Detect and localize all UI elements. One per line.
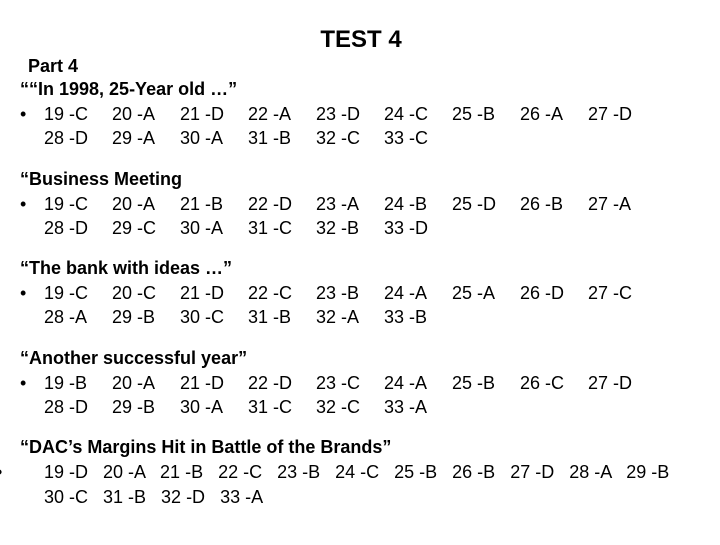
cell: 24 -A	[384, 371, 452, 395]
answer-grid: •19 -B20 -A21 -D22 -D23 -C24 -A25 -B26 -…	[20, 371, 702, 420]
bullet-icon: •	[20, 371, 44, 395]
cell: 21 -B	[180, 192, 248, 216]
cell: 27 -D	[588, 102, 656, 126]
cell: 33 -D	[384, 216, 452, 240]
cell: 20 -C	[112, 281, 180, 305]
cell: 31 -B	[248, 305, 316, 329]
section-header: “The bank with ideas …”	[20, 258, 702, 279]
cell: 19 -B	[44, 371, 112, 395]
cell: 33 -B	[384, 305, 452, 329]
cell: 26 -D	[520, 281, 588, 305]
cell: 29 -A	[112, 126, 180, 150]
cell: 28 -A	[44, 305, 112, 329]
cell: 33 -A	[384, 395, 452, 419]
cell: 30 -C	[180, 305, 248, 329]
section-1: “Business Meeting•19 -C20 -A21 -B22 -D23…	[20, 169, 702, 241]
cell: 31 -C	[248, 216, 316, 240]
cell: 21 -D	[180, 281, 248, 305]
bullet-icon: •	[20, 460, 44, 484]
cell: 27 -D	[588, 371, 656, 395]
cell: 20 -A	[112, 192, 180, 216]
cell: 22 -D	[248, 192, 316, 216]
page: TEST 4 Part 4 ““In 1998, 25-Year old …”•…	[0, 0, 720, 545]
part-label: Part 4	[28, 56, 702, 77]
cell: 32 -C	[316, 126, 384, 150]
section-3: “Another successful year”•19 -B20 -A21 -…	[20, 348, 702, 420]
cell: 26 -A	[520, 102, 588, 126]
document-title: TEST 4	[20, 26, 702, 54]
cell: 21 -D	[180, 102, 248, 126]
row-0: 19 -C20 -C21 -D22 -C23 -B24 -A25 -A26 -D…	[44, 281, 656, 305]
cell: 25 -B	[452, 371, 520, 395]
cell: 29 -C	[112, 216, 180, 240]
cell: 25 -B	[452, 102, 520, 126]
cell: 23 -B	[316, 281, 384, 305]
row-1: 28 -D29 -C30 -A31 -C32 -B33 -D	[44, 216, 656, 240]
answer-flow: •19 -D 20 -A 21 -B 22 -C 23 -B 24 -C 25 …	[20, 460, 702, 509]
cell: 31 -C	[248, 395, 316, 419]
answer-grid: •19 -C20 -C21 -D22 -C23 -B24 -A25 -A26 -…	[20, 281, 702, 330]
cell: 23 -C	[316, 371, 384, 395]
section-header: “DAC’s Margins Hit in Battle of the Bran…	[20, 437, 702, 458]
cell: 26 -C	[520, 371, 588, 395]
cell: 23 -A	[316, 192, 384, 216]
rows: 19 -C20 -C21 -D22 -C23 -B24 -A25 -A26 -D…	[44, 281, 656, 330]
cell: 22 -D	[248, 371, 316, 395]
cell: 30 -A	[180, 395, 248, 419]
rows: 19 -C20 -A21 -B22 -D23 -A24 -B25 -D26 -B…	[44, 192, 656, 241]
cell: 32 -B	[316, 216, 384, 240]
section-header: “Another successful year”	[20, 348, 702, 369]
section-flow: “DAC’s Margins Hit in Battle of the Bran…	[20, 437, 702, 509]
cell: 21 -D	[180, 371, 248, 395]
row-0: 19 -C20 -A21 -B22 -D23 -A24 -B25 -D26 -B…	[44, 192, 656, 216]
section-header: ““In 1998, 25-Year old …”	[20, 79, 702, 100]
cell: 30 -A	[180, 126, 248, 150]
row-0: 19 -B20 -A21 -D22 -D23 -C24 -A25 -B26 -C…	[44, 371, 656, 395]
answer-grid: •19 -C20 -A21 -B22 -D23 -A24 -B25 -D26 -…	[20, 192, 702, 241]
cell: 28 -D	[44, 126, 112, 150]
cell: 22 -A	[248, 102, 316, 126]
cell: 28 -D	[44, 395, 112, 419]
cell: 28 -D	[44, 216, 112, 240]
cell: 31 -B	[248, 126, 316, 150]
sections-container: ““In 1998, 25-Year old …”•19 -C20 -A21 -…	[20, 79, 702, 509]
cell: 27 -C	[588, 281, 656, 305]
cell: 24 -C	[384, 102, 452, 126]
bullet-icon: •	[20, 192, 44, 216]
flow-text: 19 -D 20 -A 21 -B 22 -C 23 -B 24 -C 25 -…	[44, 462, 679, 506]
cell: 19 -C	[44, 102, 112, 126]
row-1: 28 -A29 -B30 -C31 -B32 -A33 -B	[44, 305, 656, 329]
cell: 25 -D	[452, 192, 520, 216]
row-1: 28 -D29 -A30 -A31 -B32 -C33 -C	[44, 126, 656, 150]
cell: 20 -A	[112, 102, 180, 126]
cell: 30 -A	[180, 216, 248, 240]
rows: 19 -C20 -A21 -D22 -A23 -D24 -C25 -B26 -A…	[44, 102, 656, 151]
cell: 22 -C	[248, 281, 316, 305]
cell: 29 -B	[112, 305, 180, 329]
cell: 32 -C	[316, 395, 384, 419]
cell: 25 -A	[452, 281, 520, 305]
bullet-icon: •	[20, 102, 44, 126]
section-0: ““In 1998, 25-Year old …”•19 -C20 -A21 -…	[20, 79, 702, 151]
cell: 19 -C	[44, 281, 112, 305]
bullet-icon: •	[20, 281, 44, 305]
cell: 33 -C	[384, 126, 452, 150]
cell: 32 -A	[316, 305, 384, 329]
cell: 20 -A	[112, 371, 180, 395]
section-2: “The bank with ideas …”•19 -C20 -C21 -D2…	[20, 258, 702, 330]
answer-grid: •19 -C20 -A21 -D22 -A23 -D24 -C25 -B26 -…	[20, 102, 702, 151]
cell: 24 -B	[384, 192, 452, 216]
cell: 26 -B	[520, 192, 588, 216]
cell: 24 -A	[384, 281, 452, 305]
cell: 29 -B	[112, 395, 180, 419]
rows: 19 -B20 -A21 -D22 -D23 -C24 -A25 -B26 -C…	[44, 371, 656, 420]
cell: 23 -D	[316, 102, 384, 126]
cell: 27 -A	[588, 192, 656, 216]
section-header: “Business Meeting	[20, 169, 702, 190]
cell: 19 -C	[44, 192, 112, 216]
row-1: 28 -D29 -B30 -A31 -C32 -C33 -A	[44, 395, 656, 419]
row-0: 19 -C20 -A21 -D22 -A23 -D24 -C25 -B26 -A…	[44, 102, 656, 126]
